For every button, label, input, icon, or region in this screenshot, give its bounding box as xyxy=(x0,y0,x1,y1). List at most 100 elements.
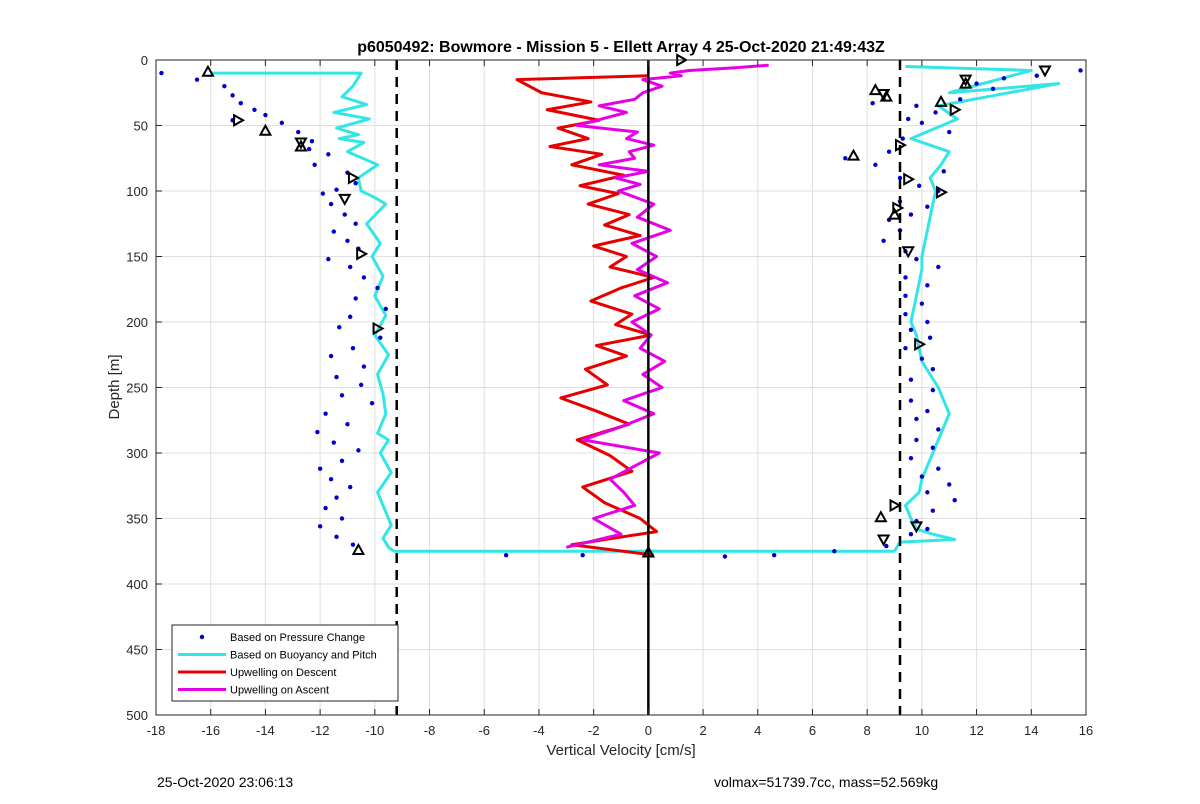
pressure-change-point xyxy=(908,398,914,403)
pressure-change-point xyxy=(957,97,963,102)
triangle-marker xyxy=(294,137,308,150)
pressure-change-point xyxy=(312,162,317,167)
triangle-marker xyxy=(846,148,861,161)
pressure-change-point xyxy=(350,346,356,351)
pressure-change-point xyxy=(378,335,383,340)
pressure-change-point xyxy=(328,353,334,359)
series-line-based-on-buoyancy-and-pitch xyxy=(893,65,1061,553)
pressure-change-point xyxy=(230,93,235,98)
pressure-change-point xyxy=(925,526,930,532)
pressure-change-point xyxy=(936,427,941,432)
pressure-change-point xyxy=(323,411,328,416)
pressure-change-point xyxy=(353,221,358,226)
pressure-change-point xyxy=(342,212,347,217)
pressure-change-point xyxy=(832,549,837,554)
triangle-marker xyxy=(258,123,273,136)
pressure-change-point xyxy=(914,416,919,422)
pressure-change-point xyxy=(881,238,886,243)
pressure-change-point xyxy=(925,319,930,325)
pressure-change-point xyxy=(306,146,312,152)
x-tick-label: 12 xyxy=(969,723,983,738)
pressure-change-point xyxy=(908,212,914,217)
pressure-change-point xyxy=(353,296,358,301)
pressure-change-point xyxy=(263,112,268,118)
y-axis-label: Depth [m] xyxy=(106,354,123,419)
legend-swatch-dot xyxy=(199,634,205,640)
triangle-marker xyxy=(338,193,352,206)
pressure-change-point xyxy=(1001,76,1007,81)
pressure-change-point xyxy=(331,229,336,234)
pressure-change-point xyxy=(296,129,301,135)
footer-timestamp: 25-Oct-2020 23:06:13 xyxy=(157,774,294,790)
x-tick-label: -6 xyxy=(478,723,490,738)
pressure-change-point xyxy=(919,301,925,306)
series-line-upwelling-on-ascent xyxy=(565,63,769,549)
y-tick-label: 200 xyxy=(126,315,148,330)
pressure-change-point xyxy=(361,275,367,280)
pressure-change-point xyxy=(334,495,339,500)
plot-area xyxy=(159,53,1083,715)
pressure-change-point xyxy=(900,136,905,141)
triangle-marker xyxy=(347,171,361,185)
pressure-change-point xyxy=(194,77,200,82)
pressure-change-point xyxy=(930,387,936,393)
pressure-change-point xyxy=(348,314,353,319)
pressure-change-point xyxy=(326,152,331,157)
pressure-change-point xyxy=(990,86,996,92)
pressure-change-point xyxy=(908,377,914,382)
pressure-change-point xyxy=(906,116,911,122)
y-tick-label: 100 xyxy=(126,184,148,199)
pressure-change-point xyxy=(345,238,350,243)
triangle-marker xyxy=(879,89,894,102)
pressure-change-point xyxy=(886,149,892,154)
triangle-marker xyxy=(958,74,973,87)
pressure-change-point xyxy=(345,421,350,427)
pressure-change-point xyxy=(908,327,914,333)
x-tick-label: -16 xyxy=(201,723,220,738)
pressure-change-point xyxy=(1078,68,1083,73)
pressure-change-point xyxy=(722,554,728,559)
pressure-change-point xyxy=(580,552,585,558)
triangle-marker xyxy=(934,94,948,107)
pressure-change-point xyxy=(375,285,380,291)
pressure-change-point xyxy=(925,490,930,495)
y-tick-label: 350 xyxy=(126,512,148,527)
x-tick-label: 0 xyxy=(645,723,652,738)
pressure-change-point xyxy=(914,256,919,262)
pressure-change-point xyxy=(326,256,331,262)
pressure-change-point xyxy=(941,169,946,174)
y-tick-label: 300 xyxy=(126,446,148,461)
triangle-marker xyxy=(901,246,915,259)
y-tick-label: 250 xyxy=(126,381,148,396)
pressure-change-point xyxy=(323,505,328,511)
triangle-marker xyxy=(874,510,888,523)
triangle-marker xyxy=(351,542,366,555)
pressure-change-point xyxy=(348,264,353,270)
legend: Based on Pressure Change Based on Buoyanc… xyxy=(171,624,399,702)
triangle-marker xyxy=(641,545,656,558)
pressure-change-point xyxy=(908,532,914,537)
x-tick-label: -18 xyxy=(147,723,166,738)
pressure-change-point xyxy=(328,201,334,207)
pressure-change-point xyxy=(947,482,952,487)
pressure-change-point xyxy=(914,437,919,443)
axis-ticks: -18 -16 -14 -12 -10 -8 -6 -4 -2 0 2 4 6 8 10 12 14 16 0 50 1… xyxy=(126,53,1093,738)
pressure-change-point xyxy=(919,474,925,479)
pressure-change-point xyxy=(328,477,334,482)
pressure-change-point xyxy=(930,508,936,513)
pressure-change-point xyxy=(503,552,509,558)
pressure-change-point xyxy=(159,70,164,76)
triangle-marker xyxy=(914,337,927,351)
footer-vol-mass: volmax=51739.7cc, mass=52.569kg xyxy=(714,774,939,790)
pressure-change-point xyxy=(317,466,323,471)
triangle-marker xyxy=(903,172,916,186)
pressure-change-point xyxy=(927,335,933,340)
chart-title: p6050492: Bowmore - Mission 5 - Ellett A… xyxy=(357,39,885,56)
triangle-marker xyxy=(372,321,385,336)
y-tick-label: 0 xyxy=(141,53,148,68)
x-tick-label: -10 xyxy=(365,723,384,738)
triangle-marker xyxy=(909,521,924,534)
legend-label: Based on Pressure Change xyxy=(230,632,365,644)
x-tick-label: 8 xyxy=(864,723,871,738)
